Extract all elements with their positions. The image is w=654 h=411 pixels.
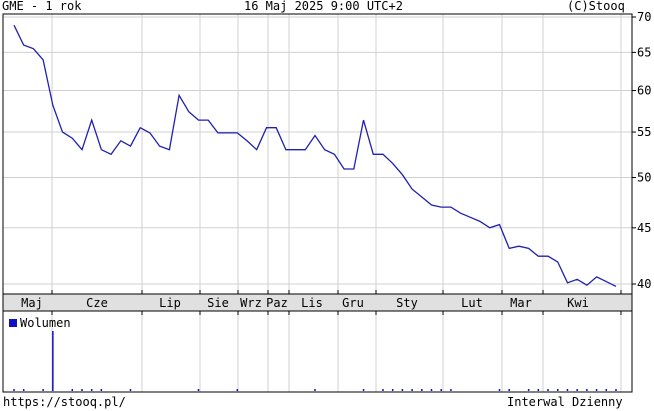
- month-label: Gru: [342, 296, 364, 310]
- chart-title: GME - 1 rok: [2, 0, 82, 13]
- volume-legend-label: Wolumen: [20, 316, 71, 330]
- y-tick-label: 70: [637, 10, 651, 24]
- month-label: Wrz: [240, 296, 262, 310]
- y-tick-label: 65: [637, 45, 651, 59]
- month-label: Sie: [207, 296, 229, 310]
- volume-plot-frame: [2, 310, 633, 393]
- y-tick-label: 50: [637, 171, 651, 185]
- y-tick-label: 40: [637, 277, 651, 291]
- y-tick-label: 60: [637, 84, 651, 98]
- chart-datetime: 16 Maj 2025 9:00 UTC+2: [244, 0, 403, 13]
- price-line: [13, 24, 617, 287]
- y-tick-label: 55: [637, 125, 651, 139]
- copyright: (C)Stooq: [567, 0, 625, 13]
- month-label: Lip: [159, 296, 181, 310]
- source-link[interactable]: https://stooq.pl/: [3, 395, 126, 409]
- month-label: Cze: [86, 296, 108, 310]
- month-label: Kwi: [567, 296, 589, 310]
- month-label: Lis: [301, 296, 323, 310]
- volume-legend-swatch: [9, 319, 17, 327]
- price-plot-frame: [2, 13, 633, 295]
- month-label: Mar: [510, 296, 532, 310]
- month-label: Sty: [396, 296, 418, 310]
- month-label: Lut: [461, 296, 483, 310]
- month-label: Maj: [21, 296, 43, 310]
- interval-label: Interwal Dzienny: [507, 395, 623, 409]
- y-tick-label: 45: [637, 221, 651, 235]
- month-label: Paz: [266, 296, 288, 310]
